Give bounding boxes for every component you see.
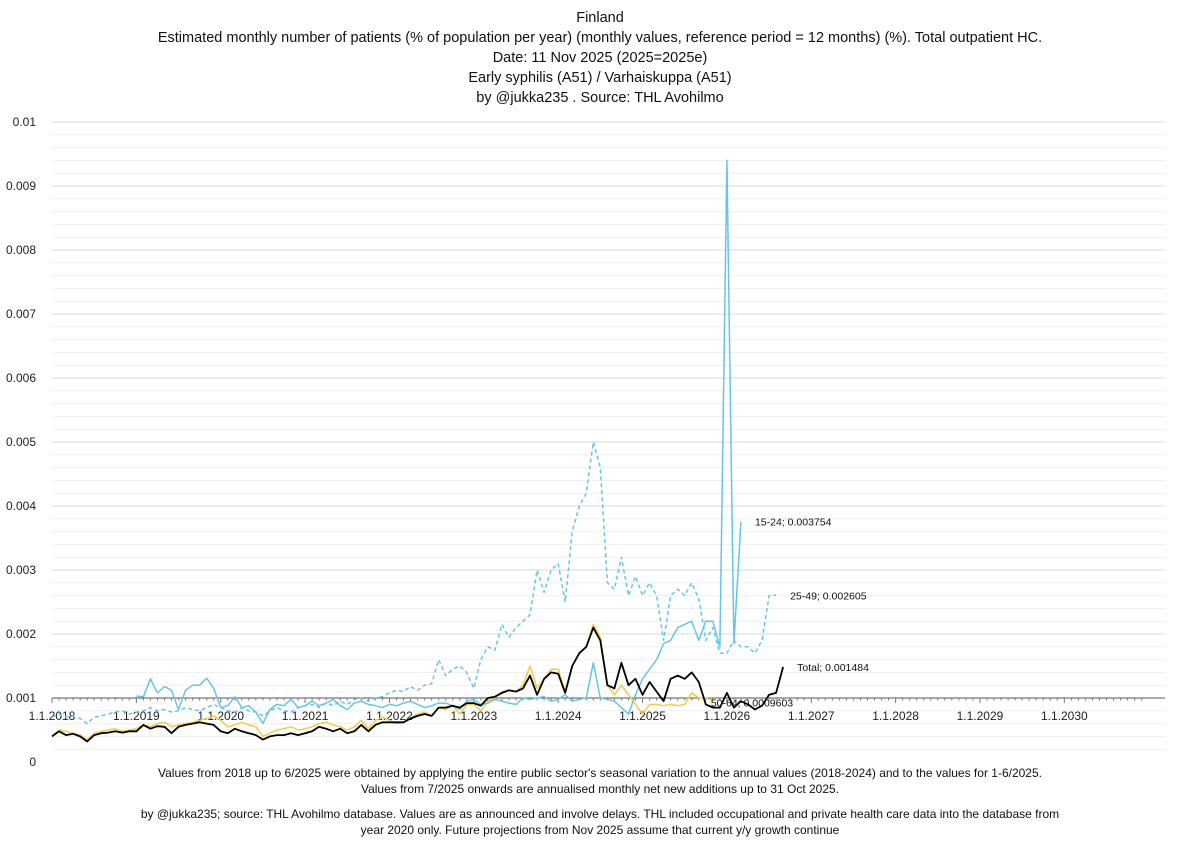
- chart-title-country: Finland: [576, 10, 624, 26]
- minor-gridlines: [52, 134, 1165, 750]
- x-tick-label: 1.1.2024: [535, 709, 582, 723]
- chart-title-metric: Estimated monthly number of patients (% …: [157, 30, 1043, 46]
- y-tick-label: 0.002: [6, 627, 36, 641]
- chart-title-source: by @jukka235 . Source: THL Avohilmo: [476, 90, 724, 106]
- data-label-25-49: 25-49; 0.002605: [790, 590, 867, 602]
- note-annualised: Values from 7/2025 onwards are annualise…: [360, 782, 840, 796]
- y-tick-label: 0.006: [6, 371, 36, 385]
- series-line-25-49: [51, 441, 777, 725]
- y-tick-label: 0.001: [6, 691, 36, 705]
- x-tick-label: 1.1.2027: [788, 709, 835, 723]
- source-notes: by @jukka235; source: THL Avohilmo datab…: [0, 806, 1200, 838]
- x-tick-label: 1.1.2021: [282, 709, 329, 723]
- x-tick-label: 1.1.2028: [872, 709, 919, 723]
- x-tick-label: 1.1.2030: [1041, 709, 1088, 723]
- note-source: by @jukka235; source: THL Avohilmo datab…: [140, 807, 1060, 821]
- y-tick-label: 0.005: [6, 435, 36, 449]
- y-tick-label: 0: [29, 755, 36, 769]
- y-axis-ticks: 0 0.001 0.002 0.003 0.004 0.005 0.006 0.007 0.00…: [6, 115, 36, 769]
- method-notes: Values from 2018 up to 6/2025 were obtai…: [0, 765, 1200, 797]
- series-line-15-24: [136, 159, 742, 725]
- x-tick-label: 1.1.2023: [450, 709, 497, 723]
- x-tick-label: 1.1.2019: [113, 709, 160, 723]
- y-tick-label: 0.008: [6, 243, 36, 257]
- chart-title-date: Date: 11 Nov 2025 (2025=2025e): [492, 50, 708, 66]
- x-tick-label: 1.1.2029: [957, 709, 1004, 723]
- series-line-Total: [51, 626, 784, 743]
- data-labels: 15-24; 0.003754 25-49; 0.002605 Total; 0.0…: [711, 517, 869, 710]
- x-tick-label: 1.1.2018: [29, 709, 76, 723]
- y-tick-label: 0.007: [6, 307, 36, 321]
- chart-title-disease: Early syphilis (A51) / Varhaiskuppa (A51…: [468, 70, 732, 86]
- data-label-Total: Total; 0.001484: [797, 662, 869, 674]
- data-label-15-24: 15-24; 0.003754: [755, 517, 832, 529]
- y-tick-label: 0.01: [13, 115, 37, 129]
- y-tick-label: 0.004: [6, 499, 36, 513]
- major-gridlines: [52, 121, 1165, 699]
- note-projection: year 2020 only. Future projections from …: [360, 823, 840, 837]
- y-tick-label: 0.003: [6, 563, 36, 577]
- data-label-50-64: 50-64; 0.0009603: [711, 698, 793, 710]
- chart-title-block: Finland Estimated monthly number of pati…: [0, 8, 1200, 108]
- series-lines: [51, 159, 784, 743]
- x-tick-label: 1.1.2020: [197, 709, 244, 723]
- note-seasonal: Values from 2018 up to 6/2025 were obtai…: [158, 766, 1042, 780]
- x-tick-label: 1.1.2026: [704, 709, 751, 723]
- x-tick-label: 1.1.2025: [619, 709, 666, 723]
- y-tick-label: 0.009: [6, 179, 36, 193]
